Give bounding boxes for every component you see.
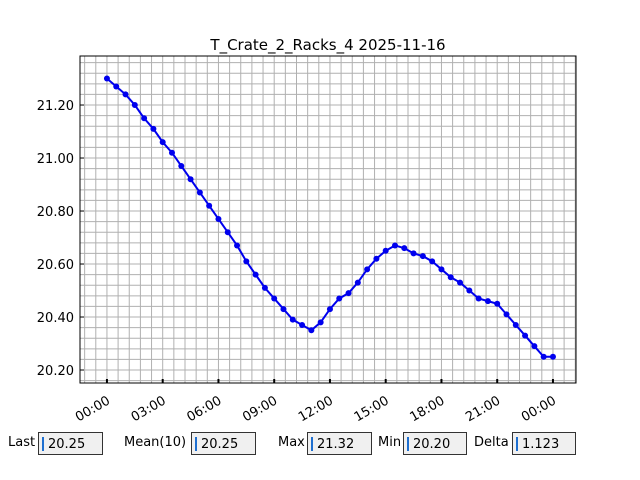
point [113,83,120,90]
point [234,242,241,249]
plot-frame [79,55,577,384]
point [243,258,250,265]
stat-field[interactable]: 20.25 [38,432,103,455]
chart-title: T_Crate_2_Racks_4 2025-11-16 [209,36,445,55]
point [141,115,148,122]
y-tick-label: 20.40 [37,311,74,326]
stat-label: Min [378,435,402,450]
point [224,229,231,236]
point [336,295,343,302]
point [522,332,529,339]
point [429,258,436,265]
stat-field[interactable]: 21.32 [307,432,372,455]
y-tick-label: 21.00 [37,152,74,167]
point [103,75,110,82]
x-tick-label: 09:00 [240,393,280,425]
grid [80,56,576,383]
stat-label: Last [8,435,36,450]
stat-label: Max [278,435,305,450]
point [131,102,138,109]
x-tick-label: 21:00 [463,393,503,425]
point [271,295,278,302]
point [447,274,454,281]
point [438,266,445,273]
point [494,300,501,307]
x-tick-label: 06:00 [184,393,224,425]
point [280,306,287,313]
point [401,245,408,252]
stat-label: Delta [474,435,509,450]
point [373,255,380,262]
point [326,306,333,313]
point [540,353,547,360]
stat-field[interactable]: 20.25 [191,432,256,455]
point [168,149,175,156]
point [159,139,166,146]
point [503,311,510,318]
x-tick-label: 03:00 [129,393,169,425]
point [457,279,464,286]
point [289,316,296,323]
point [345,290,352,297]
x-tick-label: 15:00 [352,393,392,425]
point [391,242,398,249]
stat-field[interactable]: 20.20 [403,432,467,455]
y-tick-label: 21.20 [37,99,74,114]
stat-label: Mean(10) [124,435,187,450]
point [354,279,361,286]
x-tick-label: 12:00 [296,393,336,425]
point [308,327,315,334]
point [187,176,194,183]
point [317,319,324,326]
point [484,298,491,305]
point [466,287,473,294]
y-tick-label: 20.80 [37,205,74,220]
point [382,247,389,254]
point [206,202,213,209]
x-tick-label: 00:00 [519,393,559,425]
y-tick-label: 20.60 [37,258,74,273]
point [410,250,417,257]
stat-field[interactable]: 1.123 [512,432,576,455]
point [299,321,306,328]
x-tick-label: 18:00 [408,393,448,425]
point [531,343,538,350]
point [122,91,129,98]
point [364,266,371,273]
point [150,125,157,132]
point [178,162,185,169]
point [419,253,426,260]
point [196,189,203,196]
x-tick-label: 00:00 [73,393,113,425]
point [215,215,222,222]
point [252,271,259,278]
point [512,321,519,328]
y-tick-label: 20.20 [37,364,74,379]
point [475,295,482,302]
point [261,284,268,291]
point [549,353,556,360]
